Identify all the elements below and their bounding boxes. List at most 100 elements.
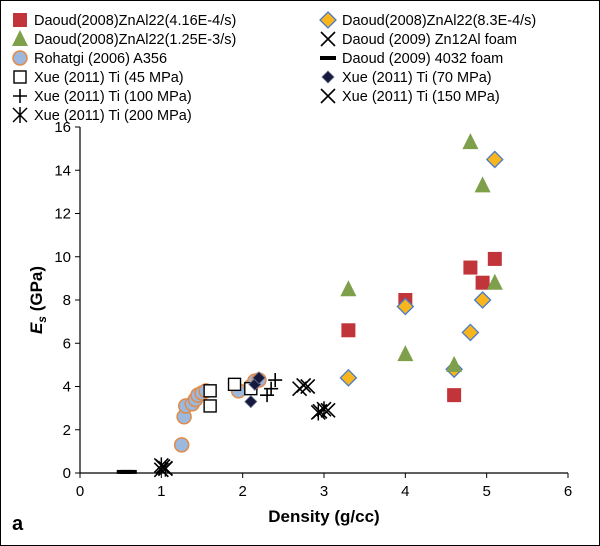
x-tick-label: 0 xyxy=(76,483,84,500)
data-point xyxy=(462,133,479,150)
legend-item: Rohatgi (2006) A356 xyxy=(12,50,167,67)
legend-marker xyxy=(12,30,28,46)
data-point xyxy=(244,395,258,409)
legend-label: Xue (2011) Ti (70 MPa) xyxy=(342,70,492,86)
legend-item: Daoud(2008)ZnAl22(8.3E-4/s) xyxy=(319,11,536,29)
x-tick-label: 1 xyxy=(157,483,165,500)
x-tick-group: 0 1 2 3 4 5 6 xyxy=(76,473,572,500)
series-2 xyxy=(340,133,503,372)
data-point xyxy=(461,323,480,342)
legend-label: Daoud (2009) 4032 foam xyxy=(342,51,503,67)
legend-label: Daoud(2008)ZnAl22(1.25E-3/s) xyxy=(34,32,236,48)
legend-label: Daoud (2009) Zn12Al foam xyxy=(342,32,517,48)
data-point xyxy=(485,150,504,169)
data-point xyxy=(203,399,217,413)
data-point xyxy=(300,378,316,395)
legend-marker xyxy=(320,88,336,104)
y-axis-title-rest: (GPa) xyxy=(27,266,46,316)
legend-marker xyxy=(13,89,27,103)
y-tick-label: 6 xyxy=(63,335,71,352)
legend-item: Daoud(2008)ZnAl22(1.25E-3/s) xyxy=(12,30,236,48)
series-9 xyxy=(292,377,336,419)
legend-label: Daoud(2008)ZnAl22(4.16E-4/s) xyxy=(34,13,236,29)
series-7 xyxy=(244,371,266,409)
data-point xyxy=(446,355,463,372)
legend-marker xyxy=(319,11,337,29)
legend-label: Rohatgi (2006) A356 xyxy=(34,51,167,67)
series-0 xyxy=(341,251,502,403)
plot-area xyxy=(116,133,504,478)
data-point xyxy=(173,437,190,453)
legend-marker xyxy=(12,50,28,66)
legend-label: Xue (2011) Ti (200 MPa) xyxy=(34,108,192,124)
legend-item: Daoud (2009) 4032 foam xyxy=(320,51,503,67)
legend-marker xyxy=(12,107,28,123)
y-axis-title: Es (GPa) xyxy=(27,266,49,334)
data-point xyxy=(397,345,414,362)
x-tick-label: 2 xyxy=(238,483,246,500)
series-6 xyxy=(203,377,258,413)
data-point xyxy=(486,273,503,290)
data-point xyxy=(310,404,326,421)
legend-label: Daoud(2008)ZnAl22(8.3E-4/s) xyxy=(342,13,536,29)
y-tick-label: 0 xyxy=(63,465,71,482)
legend-label: Xue (2011) Ti (45 MPa) xyxy=(34,70,184,86)
y-axis-title-main: E xyxy=(27,322,46,334)
data-point xyxy=(396,297,415,316)
legend: Daoud(2008)ZnAl22(4.16E-4/s) Daoud(2008)Z… xyxy=(12,11,536,124)
legend-item: Daoud(2008)ZnAl22(4.16E-4/s) xyxy=(13,13,236,29)
data-point xyxy=(268,373,283,388)
x-tick-label: 3 xyxy=(320,483,328,500)
data-point xyxy=(252,371,266,385)
y-tick-label: 14 xyxy=(54,162,71,179)
data-point xyxy=(316,401,332,418)
legend-item: Xue (2011) Ti (100 MPa) xyxy=(13,89,192,105)
panel-label: a xyxy=(12,513,24,535)
legend-marker xyxy=(320,31,336,47)
data-point xyxy=(463,260,478,275)
data-point xyxy=(120,469,137,474)
data-point xyxy=(473,291,492,309)
legend-item: Xue (2011) Ti (45 MPa) xyxy=(13,70,184,86)
legend-item: Xue (2011) Ti (70 MPa) xyxy=(321,70,492,86)
series-10 xyxy=(153,401,332,477)
data-point xyxy=(296,377,312,393)
series-8 xyxy=(260,373,283,403)
y-axis-title-sub: s xyxy=(35,316,49,323)
data-point xyxy=(340,280,357,297)
x-tick-label: 5 xyxy=(482,483,490,500)
data-point xyxy=(487,251,502,266)
data-point xyxy=(264,381,279,396)
data-point xyxy=(157,460,173,477)
legend-item: Xue (2011) Ti (150 MPa) xyxy=(320,88,500,105)
y-tick-group: 0 2 4 6 8 10 12 14 16 xyxy=(54,119,80,482)
series-5 xyxy=(116,469,137,474)
legend-label: Xue (2011) Ti (150 MPa) xyxy=(342,89,500,105)
x-tick-label: 6 xyxy=(564,483,572,500)
x-axis-title: Density (g/cc) xyxy=(268,507,379,526)
y-tick-label: 12 xyxy=(54,206,71,223)
data-point xyxy=(447,388,462,403)
legend-label: Xue (2011) Ti (100 MPa) xyxy=(34,89,192,105)
legend-item: Daoud (2009) Zn12Al foam xyxy=(320,31,517,48)
data-point xyxy=(339,368,358,387)
x-tick-label: 4 xyxy=(401,483,409,500)
data-point xyxy=(227,377,242,392)
legend-marker xyxy=(13,70,27,84)
legend-marker xyxy=(321,70,335,84)
data-point xyxy=(474,176,491,193)
data-point xyxy=(260,388,275,403)
y-tick-label: 2 xyxy=(63,422,71,439)
data-point xyxy=(475,275,490,290)
legend-marker xyxy=(320,56,336,60)
data-point xyxy=(203,384,217,398)
y-tick-label: 16 xyxy=(54,119,71,136)
y-tick-label: 10 xyxy=(54,249,71,266)
y-tick-label: 8 xyxy=(63,292,71,309)
y-tick-label: 4 xyxy=(63,379,71,396)
legend-item: Xue (2011) Ti (200 MPa) xyxy=(12,107,192,124)
legend-marker xyxy=(13,13,27,27)
data-point xyxy=(341,323,356,338)
